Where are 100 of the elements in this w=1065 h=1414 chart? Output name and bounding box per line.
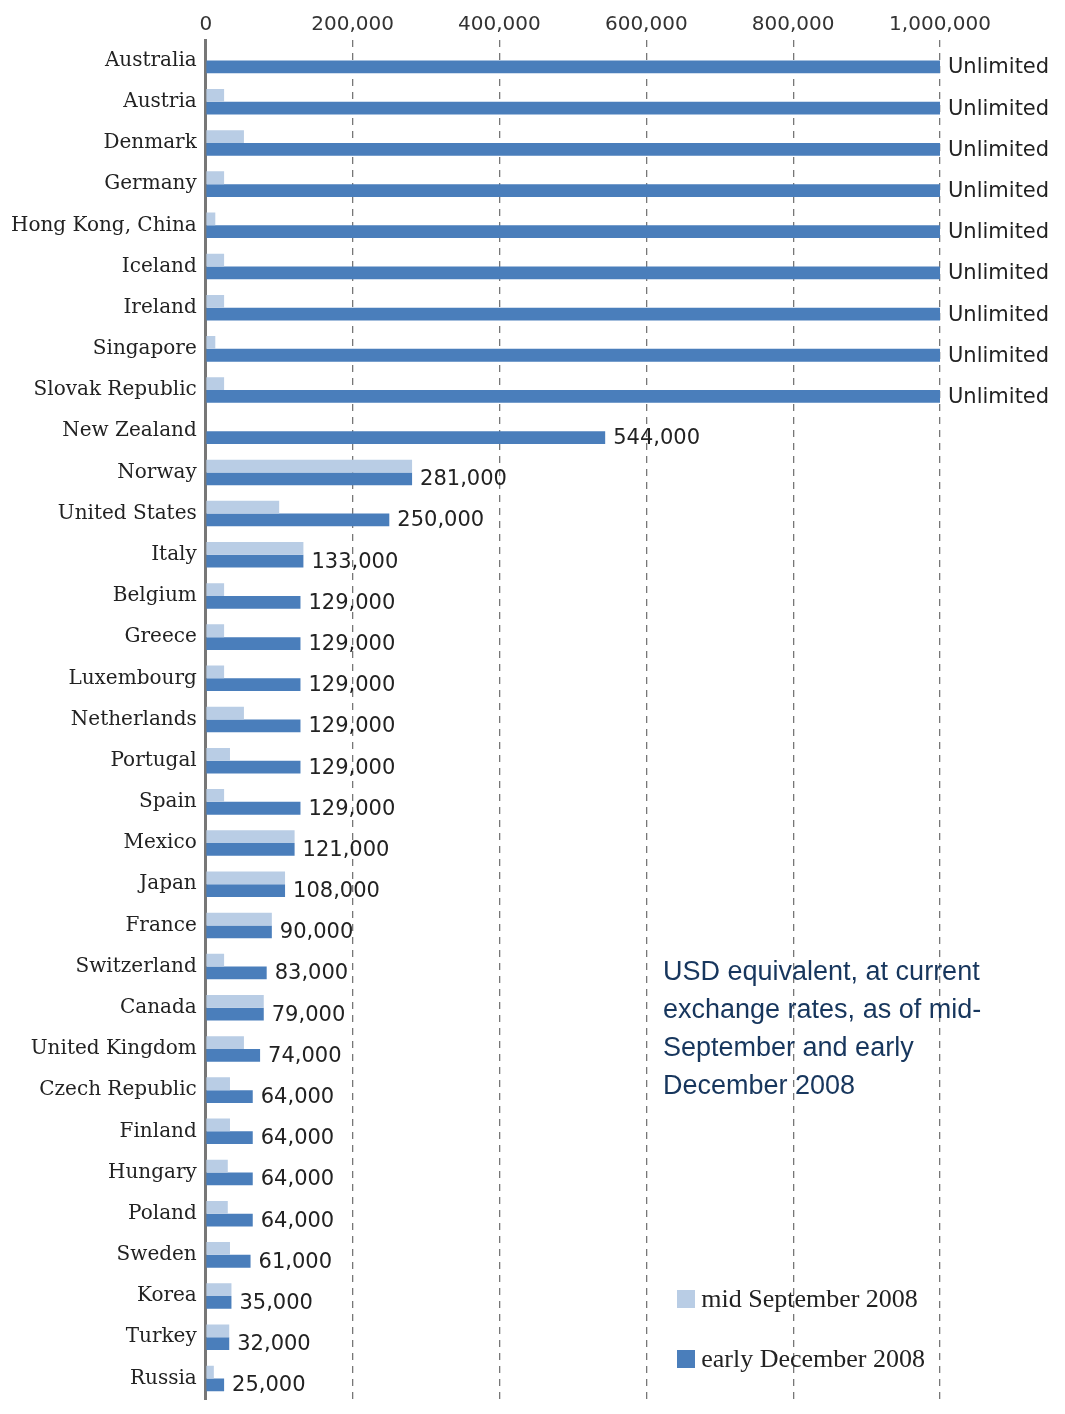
bar (206, 789, 225, 802)
data-label: 129,000 (308, 630, 396, 655)
bar (206, 307, 940, 321)
bar (206, 1172, 253, 1186)
bar (206, 336, 216, 349)
data-label: Unlimited (948, 177, 1050, 202)
bar (206, 624, 225, 638)
data-label: Unlimited (948, 95, 1050, 120)
bar (206, 760, 301, 774)
data-label: 129,000 (308, 795, 396, 820)
data-label: 250,000 (397, 507, 485, 532)
bar (206, 637, 301, 650)
y-tick-label: Slovak Republic (33, 376, 197, 401)
y-tick-label: Switzerland (75, 952, 197, 977)
y-tick-label: Germany (104, 170, 198, 195)
y-tick-label: Australia (103, 46, 197, 71)
annotation: USD equivalent, at current exchange rates, as of mid-September and early December 2008 (663, 955, 983, 1102)
y-tick-label: Greece (124, 623, 197, 648)
bar (206, 1036, 244, 1049)
data-label: 64,000 (260, 1083, 335, 1108)
bar (206, 294, 225, 308)
bar (206, 1296, 232, 1309)
y-tick-label: Ireland (123, 293, 197, 318)
bar (206, 595, 301, 609)
bar (206, 1365, 214, 1379)
x-tick-label: 1,000,000 (889, 11, 991, 36)
bar (206, 1200, 228, 1214)
y-tick-label: France (125, 911, 197, 936)
x-tick-label: 400,000 (458, 11, 541, 36)
data-label: 79,000 (271, 1001, 346, 1026)
bar (206, 89, 225, 102)
bar (206, 472, 413, 486)
bar (206, 747, 230, 761)
bar (206, 1337, 230, 1350)
data-label: 74,000 (268, 1042, 342, 1067)
bar (206, 1213, 253, 1227)
y-tick-label: United States (57, 499, 197, 524)
bar (206, 1378, 225, 1392)
bar (206, 513, 390, 527)
bar (206, 1077, 230, 1091)
bar (206, 665, 225, 679)
bar (206, 142, 940, 156)
bar (206, 925, 272, 939)
bar (206, 212, 216, 226)
data-label: 64,000 (260, 1207, 335, 1232)
bar (206, 884, 286, 897)
bar (206, 801, 301, 815)
bar (206, 912, 272, 926)
bar (206, 995, 264, 1008)
bar (206, 377, 225, 391)
bar (206, 1242, 230, 1255)
y-tick-label: Belgium (112, 582, 197, 607)
bar (206, 60, 940, 74)
bar (206, 719, 301, 733)
y-tick-label: Finland (119, 1117, 197, 1142)
y-tick-label: New Zealand (62, 417, 197, 442)
data-label: 64,000 (260, 1125, 335, 1150)
y-tick-label: Spain (139, 788, 197, 813)
bar (206, 678, 301, 692)
y-tick-label: Sweden (116, 1241, 197, 1266)
data-label: Unlimited (948, 54, 1050, 79)
bar (206, 1118, 230, 1132)
bar (206, 966, 267, 980)
bar (206, 1159, 228, 1173)
data-label: 133,000 (311, 548, 399, 573)
legend-label: mid September 2008 (701, 1284, 918, 1314)
data-label: Unlimited (948, 136, 1050, 161)
bar (206, 1048, 261, 1062)
bar (206, 348, 940, 362)
bar (206, 542, 304, 555)
bar (206, 1007, 264, 1021)
y-tick-label: Russia (129, 1364, 197, 1389)
y-tick-label: Norway (117, 458, 198, 483)
y-tick-label: Netherlands (70, 705, 197, 730)
x-tick-label: 800,000 (751, 11, 835, 36)
bar (206, 1283, 232, 1297)
data-label: 281,000 (420, 466, 507, 491)
bar (206, 1131, 253, 1145)
bar (206, 184, 940, 197)
y-tick-label: Japan (137, 870, 197, 895)
data-label: Unlimited (948, 342, 1050, 367)
y-tick-label: Canada (119, 993, 197, 1018)
bar (206, 459, 413, 473)
x-tick-label: 600,000 (604, 11, 688, 36)
bar (206, 953, 225, 967)
bar (206, 583, 225, 596)
data-label: 108,000 (293, 878, 380, 903)
bar (206, 706, 244, 720)
data-label: 35,000 (239, 1289, 313, 1314)
data-label: 129,000 (308, 672, 396, 697)
y-tick-label: Denmark (103, 129, 198, 154)
y-tick-label: Italy (151, 540, 198, 565)
y-tick-label: Korea (136, 1282, 197, 1307)
y-tick-label: Austria (122, 87, 197, 112)
bar (206, 830, 295, 844)
bar (206, 500, 280, 514)
bar (206, 1324, 230, 1338)
bar (206, 871, 286, 885)
bar (206, 554, 304, 568)
data-label: 544,000 (613, 425, 701, 450)
